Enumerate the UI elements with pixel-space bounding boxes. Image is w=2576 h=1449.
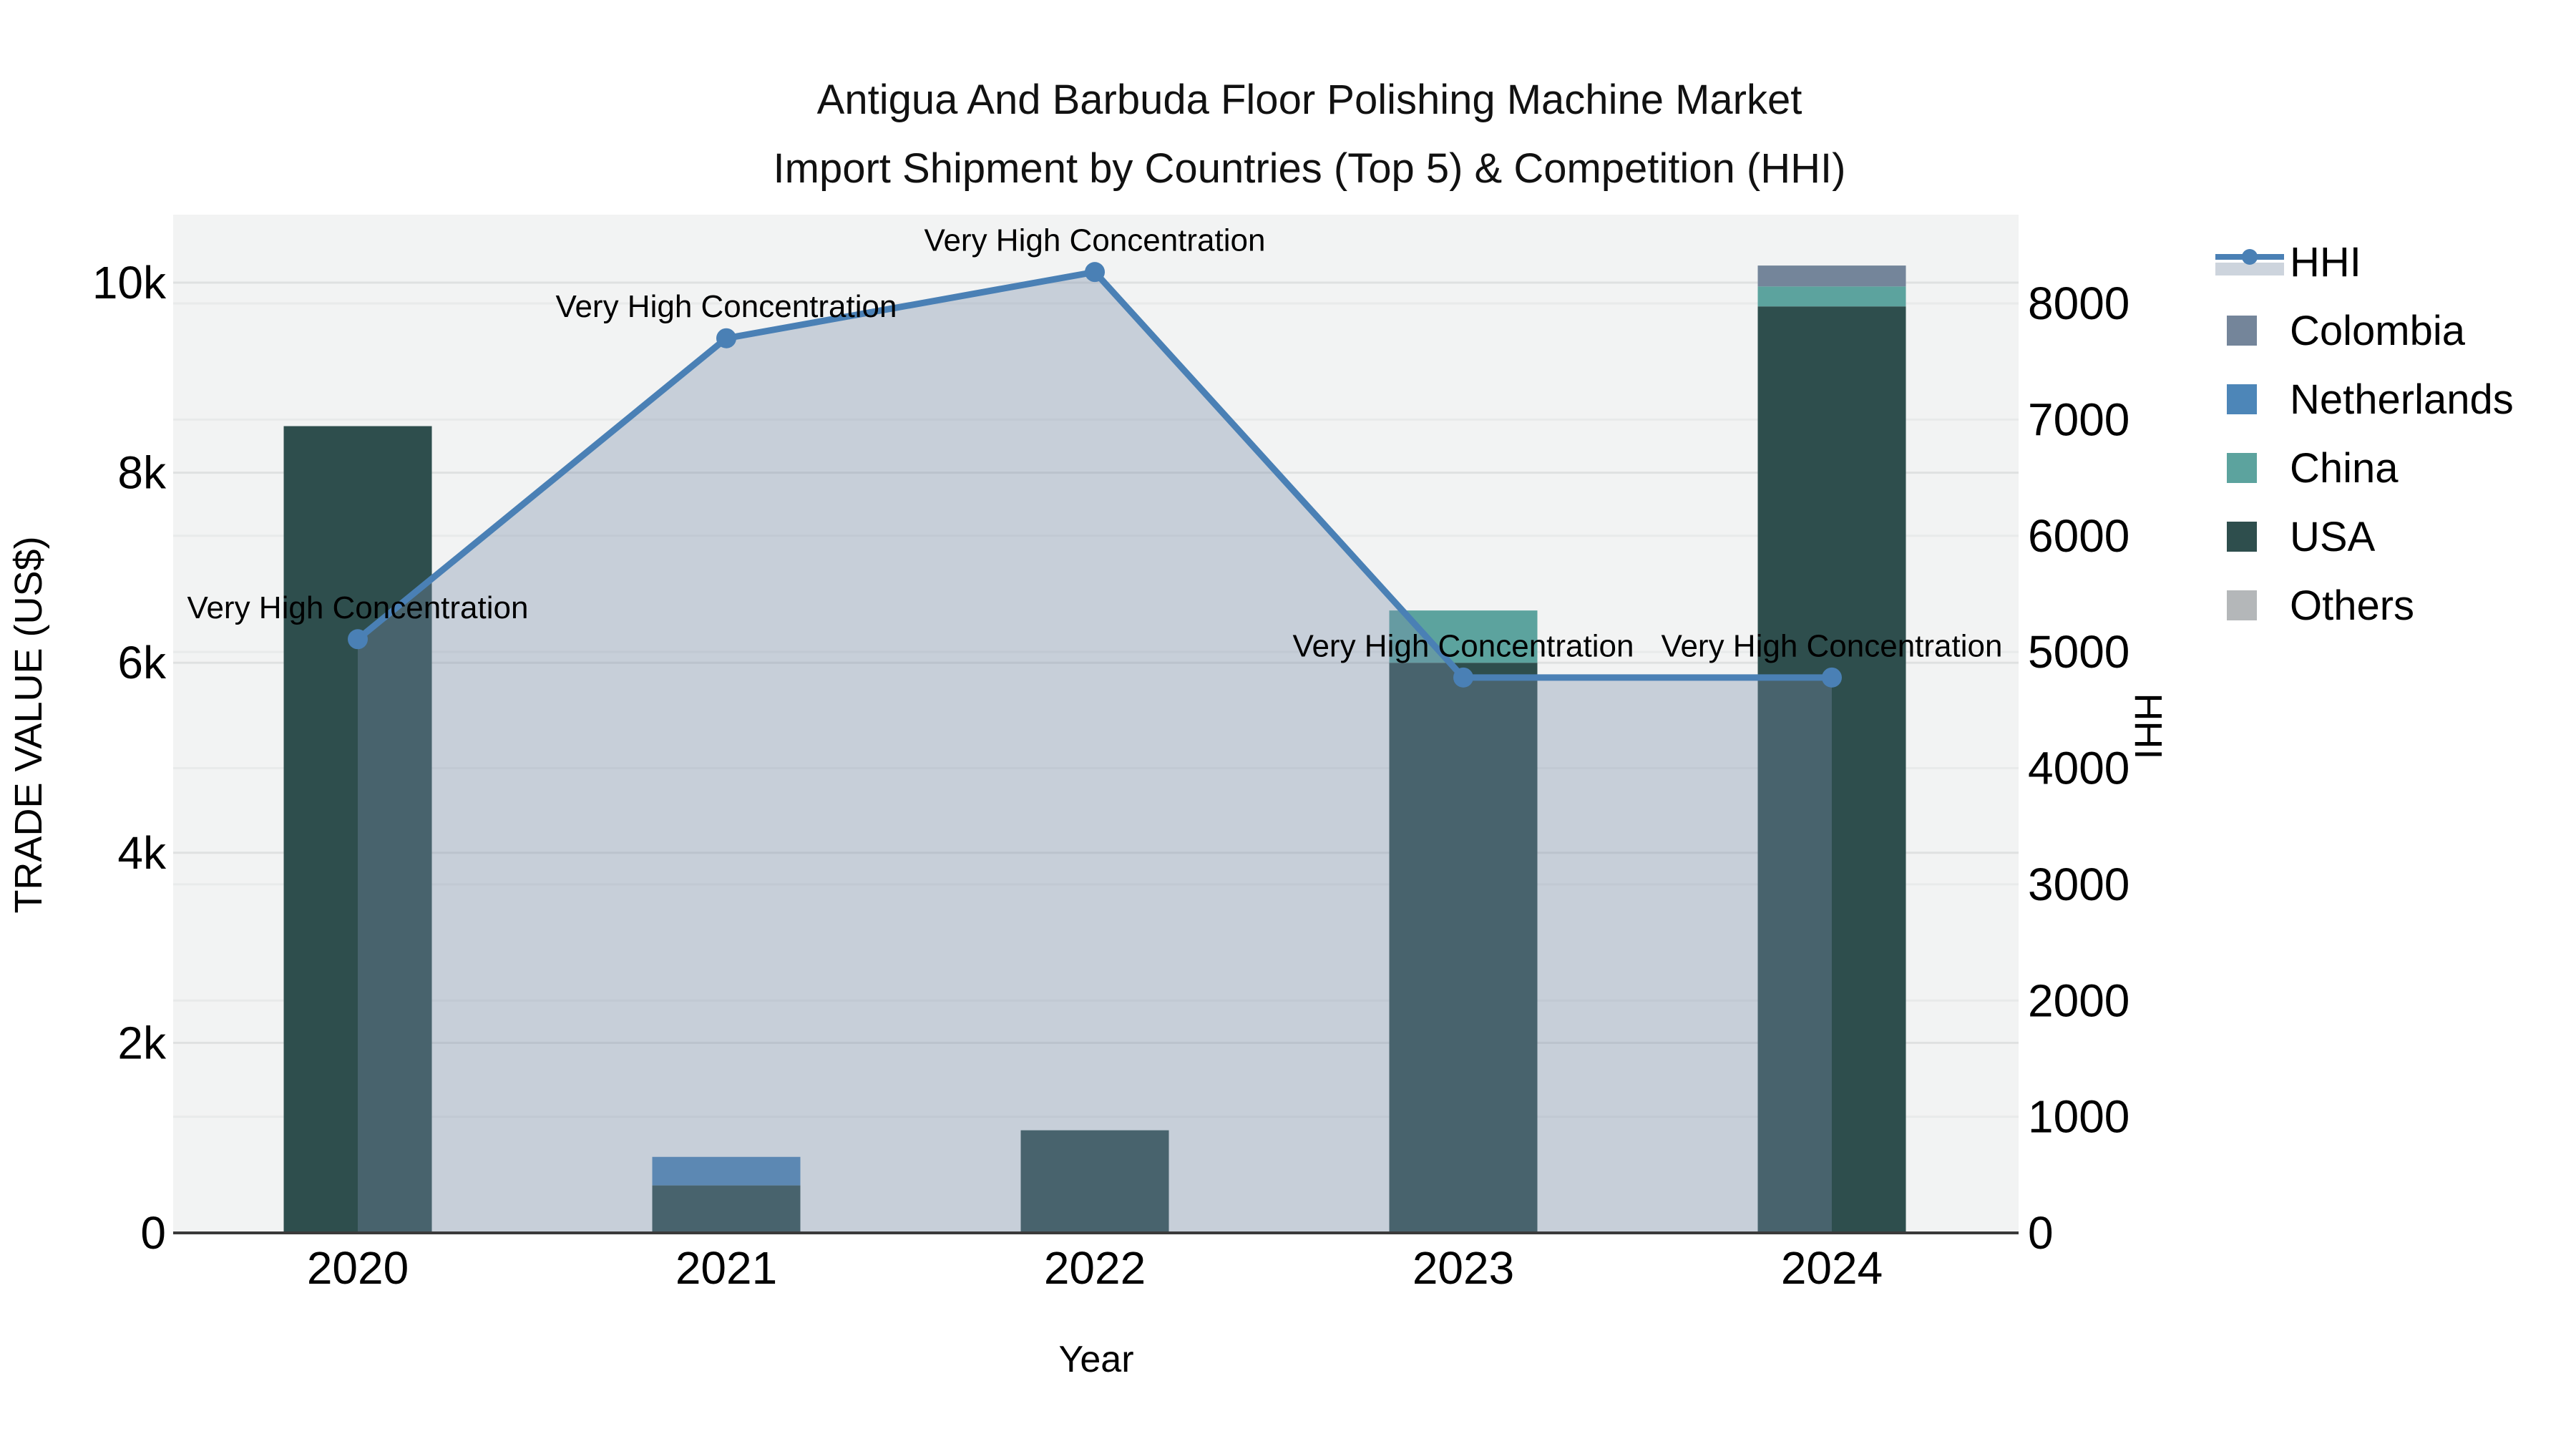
right-tick-6000: 6000: [2028, 510, 2129, 562]
right-tick-4000: 4000: [2028, 743, 2129, 794]
legend-swatch-netherlands: [2227, 384, 2257, 414]
left-tick-2k: 2k: [117, 1017, 167, 1068]
legend-label-usa: USA: [2290, 513, 2376, 560]
hhi-marker-2020[interactable]: [348, 629, 368, 650]
legend-label-netherlands: Netherlands: [2290, 376, 2514, 423]
legend-swatch-others: [2227, 590, 2257, 620]
hhi-area-fill: [358, 272, 1832, 1234]
bar-segment-usa-2023[interactable]: [1389, 663, 1538, 1233]
legend-label-others: Others: [2290, 582, 2415, 629]
legend-item-china[interactable]: China: [2215, 434, 2514, 502]
hhi-marker-2023[interactable]: [1453, 667, 1473, 688]
left-tick-0: 0: [140, 1207, 166, 1259]
left-axis-title: TRADE VALUE (US$): [7, 536, 50, 914]
legend-label-colombia: Colombia: [2290, 307, 2465, 354]
right-tick-2000: 2000: [2028, 975, 2129, 1026]
legend-item-others[interactable]: Others: [2215, 571, 2514, 640]
bar-segment-colombia-2024[interactable]: [1757, 265, 1906, 287]
x-axis-title: Year: [1058, 1339, 1134, 1380]
hhi-marker-2022[interactable]: [1085, 262, 1105, 283]
legend-swatch-china: [2227, 453, 2257, 483]
annotation-2022: Very High Concentration: [924, 223, 1266, 258]
bar-segment-netherlands-2021[interactable]: [652, 1156, 801, 1186]
x-tick-2024: 2024: [1781, 1242, 1883, 1294]
legend-swatch-colombia: [2227, 316, 2257, 346]
right-tick-8000: 8000: [2028, 278, 2129, 329]
x-tick-2021: 2021: [675, 1242, 777, 1294]
annotation-2020: Very High Concentration: [187, 590, 529, 625]
legend-item-colombia[interactable]: Colombia: [2215, 296, 2514, 365]
x-tick-2020: 2020: [307, 1242, 409, 1294]
annotation-2021: Very High Concentration: [556, 289, 897, 324]
legend-item-usa[interactable]: USA: [2215, 502, 2514, 571]
plot-background: [173, 215, 2019, 1233]
legend: HHI Colombia Netherlands China USA Others: [2215, 228, 2514, 640]
hhi-marker-2021[interactable]: [716, 328, 736, 348]
annotation-2024: Very High Concentration: [1662, 628, 2003, 663]
right-axis-title: HHI: [2127, 693, 2170, 760]
bar-segment-usa-2022[interactable]: [1020, 1130, 1169, 1233]
legend-item-netherlands[interactable]: Netherlands: [2215, 365, 2514, 434]
right-tick-1000: 1000: [2028, 1091, 2129, 1143]
x-tick-2023: 2023: [1413, 1242, 1514, 1294]
legend-label-hhi: HHI: [2290, 238, 2361, 286]
bar-segment-china-2024[interactable]: [1757, 286, 1906, 307]
hhi-marker-2024[interactable]: [1822, 667, 1842, 688]
left-tick-8k: 8k: [117, 447, 167, 499]
left-tick-4k: 4k: [117, 827, 167, 879]
right-tick-7000: 7000: [2028, 394, 2129, 445]
annotation-2023: Very High Concentration: [1293, 628, 1634, 663]
right-tick-5000: 5000: [2028, 626, 2129, 678]
left-tick-6k: 6k: [117, 637, 167, 688]
legend-label-china: China: [2290, 444, 2399, 492]
legend-swatch-usa: [2227, 522, 2257, 552]
chart-title: Antigua And Barbuda Floor Polishing Mach…: [21, 66, 2576, 203]
chart-title-line2: Import Shipment by Countries (Top 5) & C…: [773, 145, 1846, 192]
right-tick-3000: 3000: [2028, 859, 2129, 910]
chart-title-line1: Antigua And Barbuda Floor Polishing Mach…: [816, 77, 1802, 123]
bar-segment-usa-2020[interactable]: [283, 426, 432, 1233]
left-tick-10k: 10k: [92, 257, 167, 308]
bar-segment-usa-2024[interactable]: [1757, 306, 1906, 1234]
hhi-line-sample-icon: [2215, 249, 2284, 275]
right-tick-0: 0: [2028, 1207, 2054, 1259]
bar-segment-usa-2021[interactable]: [652, 1185, 801, 1233]
x-tick-2022: 2022: [1044, 1242, 1146, 1294]
legend-item-hhi[interactable]: HHI: [2215, 228, 2514, 296]
